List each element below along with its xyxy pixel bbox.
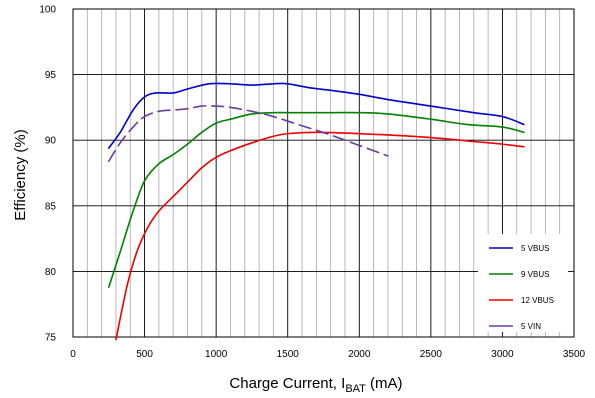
y-tick-label: 80 — [45, 267, 57, 278]
x-tick-label: 3000 — [491, 349, 514, 360]
y-tick-label: 75 — [45, 333, 57, 344]
x-axis-label-subscript: BAT — [345, 383, 366, 395]
legend: 5 VBUS 9 VBUS 12 VBUS 5 VIN — [478, 234, 568, 332]
legend-label-12-vbus: 12 VBUS — [521, 296, 554, 305]
legend-label-9-vbus: 9 VBUS — [521, 270, 549, 279]
x-axis-label: Charge Current, IBAT (mA) — [229, 375, 402, 395]
series-line-5-vbus — [107, 82, 525, 149]
plot-frame — [72, 8, 575, 338]
series-line-5-vin — [107, 105, 389, 162]
minor-gridlines — [86, 9, 561, 337]
y-tick-label: 90 — [45, 136, 57, 147]
x-tick-labels: 0 500 1000 1500 2000 2500 3000 3500 — [70, 349, 585, 360]
x-tick-label: 0 — [70, 349, 76, 360]
y-tick-labels: 75 80 85 90 95 100 — [39, 5, 56, 344]
legend-label-5-vin: 5 VIN — [521, 322, 541, 331]
series-line-9-vbus — [107, 111, 525, 288]
x-tick-label: 2000 — [348, 349, 371, 360]
y-tick-label: 95 — [45, 70, 57, 81]
x-tick-label: 2500 — [420, 349, 443, 360]
series-layer — [107, 82, 525, 341]
x-axis-label-unit: (mA) — [366, 375, 403, 392]
x-tick-label: 1000 — [205, 349, 228, 360]
y-tick-label: 85 — [45, 201, 57, 212]
x-tick-label: 3500 — [563, 349, 586, 360]
series-line-12-vbus — [115, 131, 525, 341]
legend-box — [478, 234, 568, 332]
y-tick-label: 100 — [39, 5, 56, 16]
x-tick-label: 1500 — [277, 349, 300, 360]
y-axis-label: Efficiency (%) — [12, 129, 29, 220]
x-tick-label: 500 — [136, 349, 153, 360]
legend-label-5-vbus: 5 VBUS — [521, 244, 549, 253]
